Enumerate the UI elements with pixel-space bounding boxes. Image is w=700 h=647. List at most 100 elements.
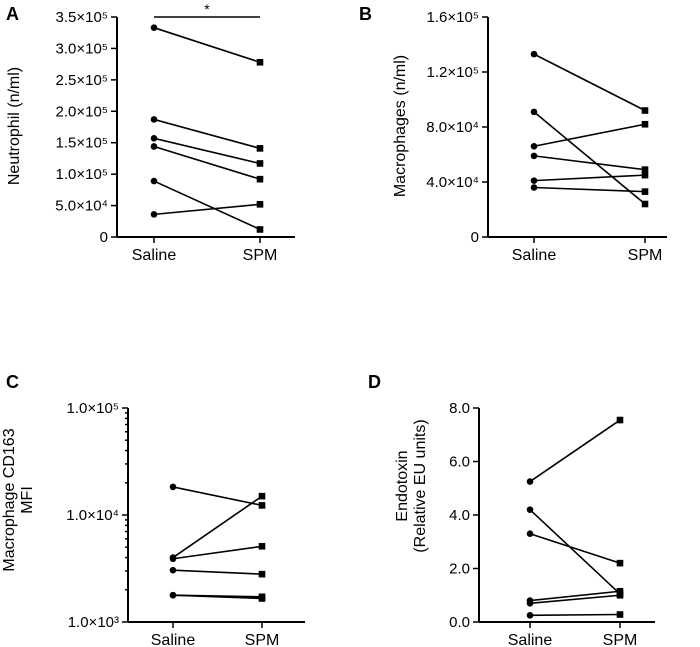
panel-d-saline-point	[526, 478, 534, 485]
panel-d-pair-line	[529, 509, 621, 595]
panel-d-y-tick-label: 8.0	[449, 400, 470, 417]
panel-c-cd163-mfi-chart: C Macrophage CD163 MFI 1.0×10³ 1.0×10⁴ 1.0…	[1, 372, 305, 647]
panel-a-saline-point	[150, 116, 158, 123]
panel-a-spm-point	[256, 226, 264, 233]
panel-b-x-tick-label: Saline	[512, 247, 557, 264]
panel-b-x-tick-label: SPM	[628, 247, 663, 264]
panel-d-pair-line	[529, 613, 621, 617]
panel-d-pair-line	[529, 532, 621, 564]
panel-a-spm-point	[256, 160, 264, 167]
panel-a-spm-point	[256, 145, 264, 152]
panel-d-pair-line	[529, 590, 621, 602]
panel-d-saline-point	[526, 612, 534, 619]
panel-d-spm-point	[616, 416, 624, 424]
panel-d-y-axis-label-line1: Endotoxin	[394, 450, 411, 521]
panel-c-spm-point	[258, 570, 266, 578]
panel-d-spm-point	[616, 559, 624, 567]
panel-d-y-tick-label: 0.0	[449, 614, 470, 631]
panel-c-spm-point	[258, 502, 266, 509]
panel-b-spm-point	[641, 188, 649, 195]
panel-b-saline-point	[530, 108, 538, 116]
panel-c-x-tick-label: SPM	[245, 632, 280, 647]
panel-b-pair-line	[533, 155, 646, 171]
panel-c-pair-line	[172, 545, 263, 560]
panel-d-spm-point	[616, 587, 624, 595]
panel-b-spm-point	[641, 107, 649, 114]
panel-c-saline-point	[169, 591, 177, 599]
panel-a-y-tick-label: 3.0×10⁵	[55, 40, 108, 57]
panel-b-y-tick-label: 4.0×10⁴	[426, 174, 479, 191]
panel-d-pair-line	[529, 419, 621, 483]
panel-b-spm-point	[641, 171, 649, 179]
panel-b-saline-point	[530, 152, 538, 160]
panel-a-y-tick-label: 1.0×10⁵	[55, 166, 108, 183]
panel-a-spm-point	[256, 201, 264, 208]
panel-a-pair-line	[153, 137, 261, 165]
panel-a-pair-line	[153, 118, 261, 150]
panel-b-pair-line	[533, 123, 646, 148]
panel-c-pair-line	[172, 569, 263, 575]
panel-b-y-tick-label: 8.0×10⁴	[426, 119, 479, 136]
panel-d-x-tick-label: Saline	[508, 632, 553, 647]
panel-a-saline-point	[150, 211, 158, 218]
panel-d-spm-point	[616, 591, 624, 599]
panel-b-spm-point	[641, 120, 649, 128]
panel-c-letter: C	[6, 372, 19, 392]
panel-d-y-axis-label-line2: (Relative EU units)	[412, 419, 429, 552]
panel-a-pair-line	[153, 180, 261, 231]
panel-b-saline-point	[530, 177, 538, 184]
panel-a-spm-point	[256, 175, 264, 183]
panel-a-saline-point	[150, 177, 158, 185]
panel-d-saline-point	[526, 530, 534, 538]
panel-d-y-tick-label: 6.0	[449, 454, 470, 471]
panel-b-spm-point	[641, 166, 649, 173]
panel-a-pair-line	[153, 26, 261, 64]
panel-b-saline-point	[530, 142, 538, 150]
panel-b-y-tick-label: 1.6×10⁵	[426, 9, 479, 26]
panel-c-pair-line	[172, 594, 263, 600]
panel-a-y-tick-label: 2.0×10⁵	[55, 103, 108, 120]
panel-c-y-tick-label: 1.0×10⁵	[66, 400, 119, 417]
panel-c-saline-point	[169, 483, 177, 491]
panel-b-y-axis-label: Macrophages (n/ml)	[392, 55, 409, 197]
panel-a-x-tick-label: Saline	[132, 247, 177, 264]
panel-b-y-tick-label: 0	[471, 229, 479, 246]
panel-c-pair-line	[172, 486, 263, 507]
panel-c-x-tick-label: Saline	[151, 632, 196, 647]
panel-a-y-axis-label: Neutrophil (n/ml)	[6, 67, 23, 185]
panel-c-spm-point	[258, 492, 266, 500]
panel-a-spm-point	[256, 58, 264, 66]
panel-b-macrophages-chart: B Macrophages (n/ml) 0 4.0×10⁴ 8.0×10⁴ 1.2×…	[359, 4, 667, 264]
panel-d-letter: D	[368, 372, 381, 392]
panel-b-pair-line	[533, 186, 646, 193]
panel-a-y-tick-label: 5.0×10⁴	[55, 198, 108, 215]
panel-b-pair-line	[533, 111, 646, 205]
panel-d-x-tick-label: SPM	[603, 632, 638, 647]
panel-a-neutrophil-chart: A Neutrophil (n/ml) 0 5.0×10⁴ 1.0×10⁵ 1.5×1…	[6, 1, 295, 264]
panel-a-letter: A	[6, 4, 19, 24]
panel-c-y-axis-label-line1: Macrophage CD163	[1, 428, 18, 571]
panel-c-spm-point	[258, 542, 266, 550]
panel-a-significance-star: *	[204, 1, 210, 17]
panel-a-pair-line	[153, 203, 261, 216]
panel-a-pair-line	[153, 145, 261, 180]
panel-b-saline-point	[530, 50, 538, 58]
panel-d-saline-point	[526, 599, 534, 607]
panel-d-y-tick-label: 4.0	[449, 507, 470, 524]
panel-a-saline-point	[150, 143, 158, 150]
panel-a-y-tick-label: 2.5×10⁵	[55, 72, 108, 89]
panel-d-endotoxin-chart: D Endotoxin (Relative EU units) 0.0 2.0 4.…	[368, 372, 655, 647]
panel-b-letter: B	[359, 4, 372, 24]
panel-c-y-tick-label: 1.0×10³	[68, 614, 119, 631]
panel-d-pair-line	[529, 594, 621, 605]
panel-b-saline-point	[530, 184, 538, 191]
panel-a-y-tick-label: 0	[100, 229, 108, 246]
panel-c-spm-point	[258, 595, 266, 602]
panel-b-pair-line	[533, 53, 646, 112]
panel-a-saline-point	[150, 24, 158, 31]
panel-a-y-tick-label: 1.5×10⁵	[55, 135, 108, 152]
panel-a-saline-point	[150, 135, 158, 142]
panel-b-y-tick-label: 1.2×10⁵	[426, 64, 479, 81]
panel-b-spm-point	[641, 200, 649, 208]
